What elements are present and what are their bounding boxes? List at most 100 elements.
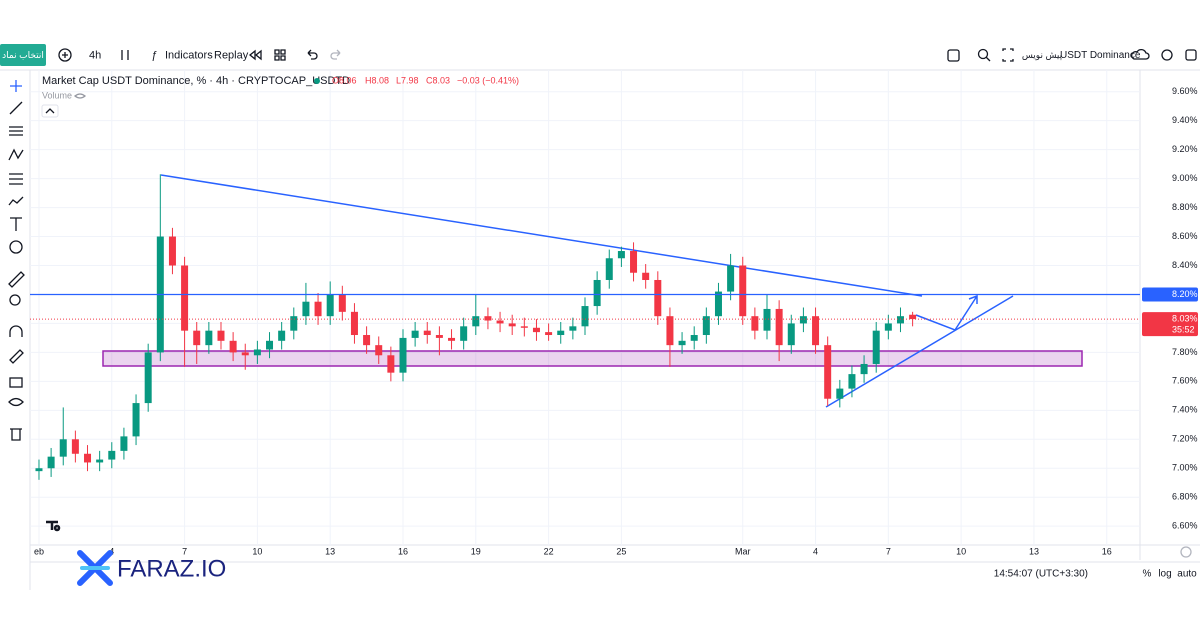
candle-body <box>605 258 613 280</box>
x-tick-label: 4 <box>813 546 818 556</box>
replay-icon <box>248 49 262 61</box>
support-zone <box>102 350 1083 367</box>
candle-body <box>338 294 346 312</box>
candle-body <box>181 265 189 331</box>
y-tick-label: 8.60% <box>1172 231 1198 241</box>
candle-body <box>824 345 832 399</box>
visibility-tool[interactable] <box>8 397 24 407</box>
search-handle <box>985 56 991 62</box>
candle-body <box>569 326 577 331</box>
candle-body <box>775 308 783 346</box>
undo-icon[interactable] <box>307 49 318 60</box>
x-tick-label: 10 <box>252 546 262 556</box>
snapshot-icon[interactable] <box>1185 49 1197 61</box>
ascending-trendline <box>825 295 1014 408</box>
candle-body <box>508 323 516 327</box>
candle-body <box>326 294 334 317</box>
candle-body <box>751 316 759 331</box>
stay-drawing-tool[interactable] <box>9 349 24 364</box>
indicators-button[interactable]: Indicators <box>165 49 213 61</box>
candle-body <box>144 352 152 404</box>
x-tick-label: 19 <box>471 546 481 556</box>
x-tick-label: 22 <box>544 546 554 556</box>
layout-name[interactable]: USDT Dominance <box>1060 50 1141 61</box>
y-tick-label: 7.40% <box>1172 405 1198 415</box>
candle-body <box>193 330 201 346</box>
clock: 14:54:07 (UTC+3:30) <box>994 569 1088 580</box>
replay-button[interactable]: Replay <box>214 49 249 61</box>
add-symbol-plus <box>62 52 68 58</box>
lock-tool[interactable] <box>9 377 23 388</box>
zoom-tool[interactable] <box>9 294 21 306</box>
price-lines: 8.20% 8.03%35:52 <box>30 287 1198 337</box>
symbol-button[interactable] <box>0 44 46 66</box>
y-tick-label: 6.60% <box>1172 521 1198 531</box>
pattern-tool[interactable] <box>8 148 24 161</box>
emoji-tool[interactable] <box>9 240 23 254</box>
candle-body <box>120 436 128 451</box>
add-symbol-icon[interactable] <box>58 48 72 62</box>
candle-body <box>411 330 419 338</box>
candle-body <box>71 439 79 454</box>
collapse-legend[interactable] <box>41 104 59 118</box>
candle-body <box>47 456 55 469</box>
brush-tool[interactable] <box>8 196 24 206</box>
market-status <box>314 78 320 84</box>
y-tick-label: 7.20% <box>1172 434 1198 444</box>
candle-body <box>630 251 638 273</box>
candle-body <box>739 265 747 317</box>
collapse-arrow <box>45 108 55 114</box>
symbol-button-label[interactable]: انتخاب نماد <box>2 50 44 60</box>
candle-body <box>702 316 710 336</box>
y-tick-label: 9.60% <box>1172 86 1198 96</box>
search-icon[interactable] <box>977 48 989 60</box>
volume-label: Volume <box>42 90 72 100</box>
crosshair-tool[interactable] <box>10 80 22 92</box>
last-price-label: 8.03% <box>1172 313 1198 323</box>
candle-body <box>593 279 601 307</box>
candle-body <box>241 352 249 356</box>
magnet-tool[interactable] <box>9 325 23 337</box>
projection-tool[interactable] <box>9 173 23 185</box>
x-tick-label: 7 <box>182 546 187 556</box>
candle-body <box>617 251 625 259</box>
candle-body <box>229 340 237 353</box>
candle-body <box>872 330 880 364</box>
bar-countdown: 35:52 <box>1172 324 1195 334</box>
volume-hidden-icon[interactable] <box>73 93 87 99</box>
axis-settings-icon[interactable] <box>1180 546 1192 558</box>
candle-body <box>35 468 43 472</box>
candle-body <box>435 335 443 338</box>
candles <box>35 174 917 480</box>
candle-body <box>108 450 116 460</box>
expand-icon[interactable] <box>1002 48 1014 62</box>
delete-tool[interactable] <box>10 428 22 441</box>
candle-body <box>581 306 589 327</box>
candle-body <box>266 340 274 350</box>
axis-labels: 6.60%6.80%7.00%7.20%7.40%7.60%7.80%8.00%… <box>34 86 1198 556</box>
candle-body <box>290 316 298 331</box>
percent-toggle[interactable]: % <box>1143 569 1152 580</box>
candle-body <box>253 349 261 356</box>
auto-toggle[interactable]: auto <box>1177 569 1197 580</box>
candle-body <box>96 459 104 463</box>
legend-high: H8.08 <box>365 75 389 85</box>
chart-type-icon[interactable] <box>121 50 129 60</box>
candle-body <box>363 335 371 346</box>
fullscreen-icon[interactable] <box>947 49 960 62</box>
log-toggle[interactable]: log <box>1158 569 1171 580</box>
interval-button[interactable]: 4h <box>89 49 101 61</box>
fib-tool[interactable] <box>9 126 23 136</box>
trendline-tool[interactable] <box>9 101 23 115</box>
window-bg <box>0 40 1200 590</box>
ruler-tool[interactable] <box>8 271 25 288</box>
text-tool[interactable] <box>10 217 22 231</box>
settings-icon[interactable] <box>1161 49 1173 61</box>
fx-icon: ƒ <box>151 49 157 61</box>
candle-body <box>375 345 383 356</box>
candle-body <box>848 374 856 389</box>
layout-icon[interactable] <box>274 49 286 61</box>
candle-body <box>314 301 322 317</box>
candle-body <box>302 301 310 317</box>
